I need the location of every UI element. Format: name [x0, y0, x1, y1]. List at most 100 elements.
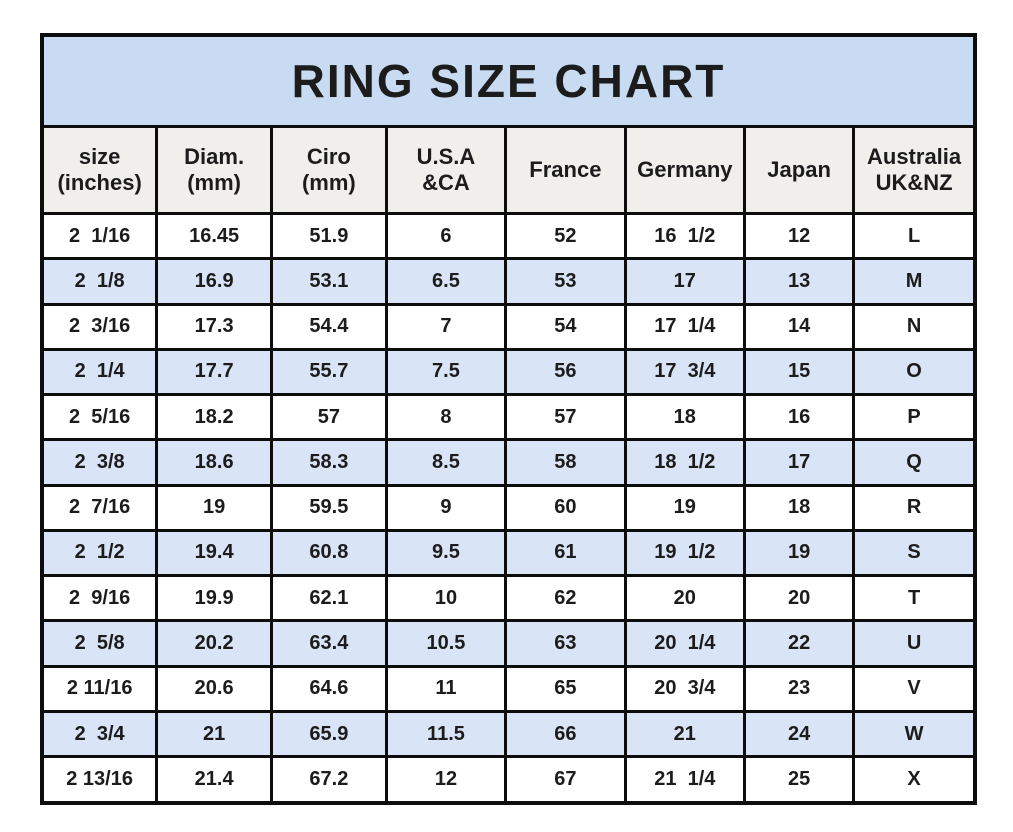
- column-header-1: Diam. (mm): [155, 125, 273, 215]
- table-row: 2 3/16 17.3 54.4 7 54 17 1/4 14 N: [40, 302, 977, 351]
- column-header-4: France: [504, 125, 627, 215]
- table-cell: 11.5: [384, 709, 508, 759]
- table-cell: 18: [623, 393, 747, 442]
- table-row: 2 1/8 16.9 53.1 6.5 53 17 13 M: [40, 257, 977, 306]
- table-cell: 6.5: [384, 257, 508, 306]
- table-cell: 63: [504, 619, 627, 668]
- table-cell: 21: [155, 709, 273, 759]
- table-cell: 19: [155, 483, 273, 532]
- table-cell: 7.5: [384, 347, 508, 397]
- table-cell: 8: [384, 393, 508, 442]
- table-cell: S: [852, 528, 977, 578]
- table-cell: 67.2: [270, 755, 388, 805]
- table-cell: 16.9: [155, 257, 273, 306]
- ring-size-table: RING SIZE CHART size (inches) Diam. (mm) Cir…: [40, 33, 977, 805]
- table-cell: 20 3/4: [623, 664, 747, 713]
- table-cell: 23: [743, 664, 856, 713]
- table-row: 2 9/16 19.9 62.1 10 62 20 20 T: [40, 574, 977, 623]
- table-cell: 17.7: [155, 347, 273, 397]
- table-row: 2 1/2 19.4 60.8 9.5 61 19 1/2 19 S: [40, 528, 977, 578]
- table-cell: 17 1/4: [623, 302, 747, 351]
- table-cell: 58.3: [270, 438, 388, 487]
- table-cell: 19 1/2: [623, 528, 747, 578]
- table-cell: P: [852, 393, 977, 442]
- table-row: 2 1/4 17.7 55.7 7.5 56 17 3/4 15 O: [40, 347, 977, 397]
- table-cell: Q: [852, 438, 977, 487]
- table-cell: 24: [743, 709, 856, 759]
- table-cell: 54.4: [270, 302, 388, 351]
- table-cell: 14: [743, 302, 856, 351]
- table-cell: 17.3: [155, 302, 273, 351]
- table-cell: 19.9: [155, 574, 273, 623]
- table-cell: 16.45: [155, 211, 273, 261]
- table-cell: 18 1/2: [623, 438, 747, 487]
- table-cell: 9.5: [384, 528, 508, 578]
- table-cell: 19: [743, 528, 856, 578]
- table-cell: 2 5/8: [40, 619, 159, 668]
- table-cell: 67: [504, 755, 627, 805]
- table-cell: 64.6: [270, 664, 388, 713]
- table-cell: 20.2: [155, 619, 273, 668]
- table-cell: 10: [384, 574, 508, 623]
- table-cell: 22: [743, 619, 856, 668]
- table-cell: 51.9: [270, 211, 388, 261]
- table-cell: 52: [504, 211, 627, 261]
- table-cell: 19.4: [155, 528, 273, 578]
- table-cell: 2 3/4: [40, 709, 159, 759]
- table-cell: 10.5: [384, 619, 508, 668]
- table-cell: 65.9: [270, 709, 388, 759]
- table-cell: 12: [743, 211, 856, 261]
- table-cell: O: [852, 347, 977, 397]
- table-cell: 17: [743, 438, 856, 487]
- table-cell: 57: [270, 393, 388, 442]
- column-header-2: Ciro (mm): [270, 125, 388, 215]
- table-cell: 2 9/16: [40, 574, 159, 623]
- ring-size-chart: RING SIZE CHART size (inches) Diam. (mm) Cir…: [40, 33, 977, 805]
- table-cell: 21.4: [155, 755, 273, 805]
- table-cell: 20: [743, 574, 856, 623]
- table-cell: 54: [504, 302, 627, 351]
- table-cell: 61: [504, 528, 627, 578]
- table-cell: 2 1/8: [40, 257, 159, 306]
- title-row: RING SIZE CHART: [40, 33, 977, 128]
- table-cell: 16: [743, 393, 856, 442]
- table-cell: 15: [743, 347, 856, 397]
- table-cell: U: [852, 619, 977, 668]
- table-cell: 18: [743, 483, 856, 532]
- table-cell: 17: [623, 257, 747, 306]
- table-cell: L: [852, 211, 977, 261]
- table-cell: 25: [743, 755, 856, 805]
- table-cell: 2 1/4: [40, 347, 159, 397]
- table-cell: 55.7: [270, 347, 388, 397]
- table-cell: 20.6: [155, 664, 273, 713]
- table-row: 2 13/16 21.4 67.2 12 67 21 1/4 25 X: [40, 755, 977, 805]
- table-cell: 21: [623, 709, 747, 759]
- table-cell: 60: [504, 483, 627, 532]
- table-cell: 2 1/16: [40, 211, 159, 261]
- table-cell: 58: [504, 438, 627, 487]
- table-cell: 53.1: [270, 257, 388, 306]
- table-cell: 17 3/4: [623, 347, 747, 397]
- table-cell: 56: [504, 347, 627, 397]
- chart-title: RING SIZE CHART: [40, 33, 977, 128]
- table-cell: 13: [743, 257, 856, 306]
- header-row: size (inches) Diam. (mm) Ciro (mm) U.S.A &CA Fra…: [40, 125, 977, 215]
- table-cell: 21 1/4: [623, 755, 747, 805]
- table-cell: 8.5: [384, 438, 508, 487]
- table-cell: 16 1/2: [623, 211, 747, 261]
- table-cell: 11: [384, 664, 508, 713]
- table-cell: T: [852, 574, 977, 623]
- table-cell: 2 7/16: [40, 483, 159, 532]
- column-header-0: size (inches): [40, 125, 159, 215]
- table-cell: M: [852, 257, 977, 306]
- table-cell: 2 11/16: [40, 664, 159, 713]
- table-cell: 19: [623, 483, 747, 532]
- column-header-7: Australia UK&NZ: [852, 125, 977, 215]
- column-header-5: Germany: [623, 125, 747, 215]
- table-cell: 65: [504, 664, 627, 713]
- table-body: 2 1/16 16.45 51.9 6 52 16 1/2 12 L 2 1/8 16.9 53.1…: [40, 211, 977, 805]
- table-cell: 60.8: [270, 528, 388, 578]
- table-row: 2 3/8 18.6 58.3 8.5 58 18 1/2 17 Q: [40, 438, 977, 487]
- table-cell: 57: [504, 393, 627, 442]
- table-cell: 59.5: [270, 483, 388, 532]
